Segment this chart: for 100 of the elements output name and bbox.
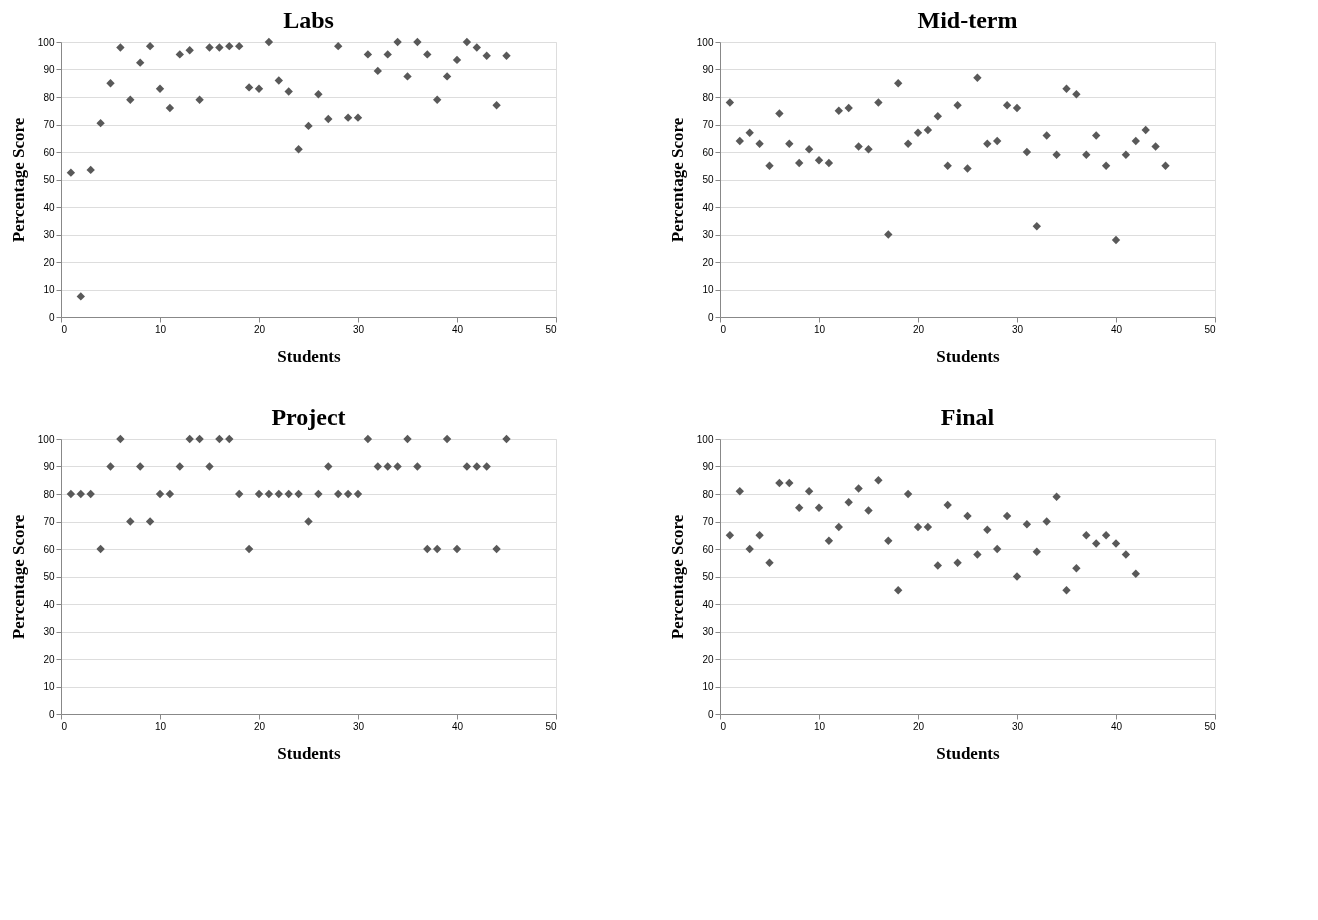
point [86, 165, 95, 175]
point [215, 434, 224, 444]
point [136, 58, 145, 67]
point [785, 139, 794, 148]
point [943, 500, 952, 510]
point [433, 95, 442, 104]
point [393, 462, 402, 471]
y-tick-label: 10 [702, 284, 714, 295]
point [462, 37, 472, 47]
point [383, 462, 392, 471]
point [324, 462, 333, 471]
point [884, 536, 893, 545]
x-tick-label: 20 [253, 323, 266, 335]
point [294, 145, 303, 154]
point [1082, 531, 1091, 540]
point [923, 522, 933, 532]
y-tick-label: 80 [702, 488, 714, 500]
point [155, 84, 165, 93]
point [452, 544, 462, 554]
point [785, 478, 794, 488]
y-tick-label: 70 [702, 119, 714, 130]
y-tick-label: 0 [707, 708, 714, 720]
point [1052, 492, 1061, 501]
y-tick-label: 40 [702, 201, 714, 213]
point [824, 158, 834, 168]
point [373, 66, 382, 76]
y-tick-label: 80 [43, 91, 55, 103]
x-axis-title: Students [936, 743, 1001, 763]
point [973, 550, 982, 559]
point [76, 292, 85, 301]
point [983, 525, 992, 534]
y-tick-label: 20 [702, 653, 714, 665]
point [116, 43, 125, 52]
point [185, 434, 194, 444]
point [874, 476, 883, 485]
point [1161, 161, 1170, 170]
point [834, 106, 843, 115]
point [775, 478, 784, 488]
x-tick-label: 40 [1110, 720, 1123, 732]
point [983, 139, 992, 148]
y-tick-label: 80 [702, 91, 714, 103]
x-tick-label: 40 [1110, 323, 1123, 335]
point [963, 164, 972, 173]
point [442, 72, 452, 81]
y-tick-label: 10 [43, 681, 55, 692]
point [274, 489, 283, 499]
point [126, 95, 135, 104]
point [1121, 550, 1131, 559]
y-axis-title: Percentage Score [667, 117, 687, 243]
point [205, 43, 214, 52]
point [96, 118, 105, 128]
point [755, 139, 764, 148]
point [492, 544, 501, 554]
point [854, 142, 863, 151]
x-tick-label: 20 [912, 720, 925, 732]
point [413, 37, 422, 47]
point [403, 72, 412, 81]
y-tick-label: 100 [696, 433, 714, 445]
y-tick-label: 0 [48, 311, 55, 323]
point [953, 558, 962, 567]
y-tick-label: 20 [43, 653, 55, 665]
point [185, 46, 194, 55]
x-tick-label: 30 [352, 323, 365, 335]
y-tick-label: 40 [702, 598, 714, 610]
point [96, 544, 105, 554]
point [76, 489, 85, 499]
y-tick-label: 60 [43, 146, 55, 158]
point [913, 522, 923, 532]
point [1062, 84, 1071, 93]
point [894, 79, 903, 88]
point [1121, 150, 1131, 159]
point [1082, 150, 1091, 159]
chart-title: Project [271, 404, 346, 430]
y-tick-label: 20 [702, 256, 714, 268]
x-tick-label: 40 [451, 720, 464, 732]
point [145, 41, 155, 51]
x-tick-label: 0 [61, 720, 68, 732]
point [913, 128, 923, 137]
point [844, 498, 853, 507]
y-tick-label: 90 [702, 461, 714, 472]
point [284, 489, 293, 499]
point [423, 544, 432, 554]
y-tick-label: 20 [43, 256, 55, 268]
point [903, 139, 913, 148]
point [894, 586, 903, 595]
point [884, 230, 893, 239]
point [353, 113, 363, 122]
x-tick-label: 50 [545, 720, 557, 732]
point [814, 503, 824, 512]
point [993, 544, 1002, 554]
point [1042, 131, 1051, 140]
point [165, 489, 175, 499]
point [745, 128, 754, 137]
point [343, 489, 353, 499]
point [324, 114, 333, 124]
y-tick-label: 0 [48, 708, 55, 720]
point [66, 168, 76, 177]
point [933, 561, 942, 570]
point [1141, 125, 1150, 135]
point [145, 517, 155, 526]
